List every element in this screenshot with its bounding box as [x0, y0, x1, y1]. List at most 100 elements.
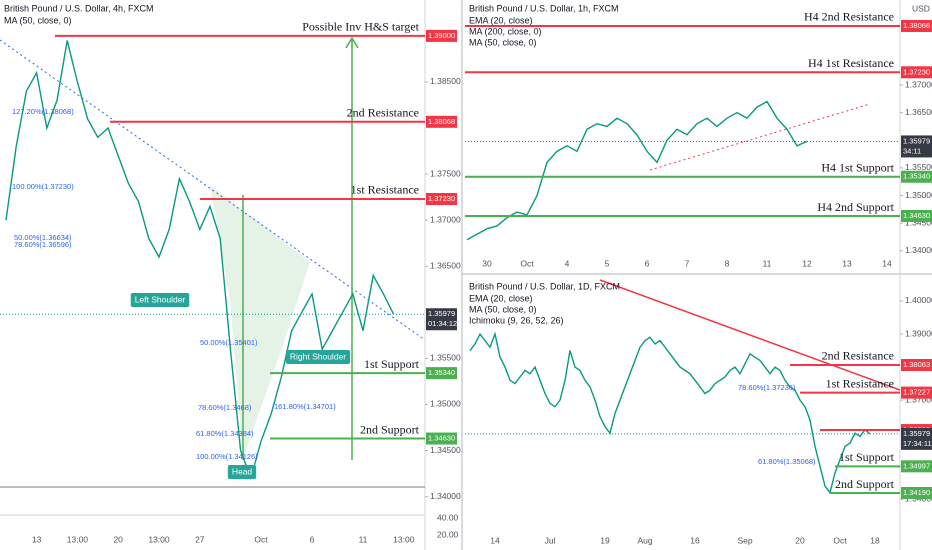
- indicator-legend: MA (50, close, 0): [469, 304, 537, 314]
- y-tick-label: 1.34500: [905, 217, 932, 227]
- price-tag-label: 1.34997: [903, 461, 930, 470]
- x-tick-label: 7: [685, 258, 690, 268]
- level-name: H4 2nd Resistance: [804, 10, 894, 24]
- chart-title: British Pound / U.S. Dollar, 4h, FXCM: [4, 3, 154, 13]
- trend-line: [0, 39, 426, 341]
- x-tick-label: Aug: [637, 535, 652, 545]
- indicator-legend: Ichimoku (9, 26, 52, 26): [469, 315, 564, 325]
- price-line: [469, 331, 871, 495]
- indicator-legend: MA (50, close, 0): [4, 15, 72, 25]
- current-price-label: 1.35979: [428, 309, 455, 318]
- x-tick-label: Oct: [520, 258, 534, 268]
- y-tick-label: 1.36500: [905, 107, 932, 117]
- arrow-head: [345, 36, 359, 49]
- price-tag-label: 1.39000: [428, 31, 455, 40]
- x-tick-label: 11: [763, 258, 772, 268]
- level-name: 1st Support: [839, 450, 895, 464]
- x-tick-label: 12: [802, 258, 812, 268]
- y-tick-label: 1.35500: [430, 353, 461, 363]
- fib-label: 100.00%(1.37230): [12, 182, 74, 191]
- x-tick-label: 30: [482, 258, 492, 268]
- price-tag: [901, 19, 932, 32]
- indicator-legend: EMA (20, close): [469, 15, 533, 25]
- trend-line: [649, 103, 871, 171]
- level-name: H4 1st Resistance: [808, 56, 894, 70]
- x-tick-label: Oct: [254, 534, 268, 544]
- x-tick-label: Oct: [833, 535, 847, 545]
- price-tag-label: 1.34630: [903, 211, 930, 220]
- x-tick-label: 11: [359, 534, 368, 544]
- x-tick-label: 4: [565, 258, 570, 268]
- price-tag-label: 1.38068: [903, 21, 930, 30]
- current-price-tag: [901, 135, 932, 158]
- x-tick-label: 13: [842, 258, 852, 268]
- chart-title: British Pound / U.S. Dollar, 1D, FXCM: [469, 281, 620, 291]
- price-tag-label: 1.37227: [903, 388, 930, 397]
- price-tag: [901, 210, 932, 222]
- price-tag-label: 1.35340: [428, 368, 455, 377]
- x-tick-label: 16: [690, 535, 700, 545]
- level-name: 1st Resistance: [351, 183, 419, 197]
- price-tag: [901, 460, 932, 473]
- trend-line: [599, 279, 901, 391]
- y-tick-label: 1.37000: [905, 79, 932, 89]
- fib-label: 100.00%(1.34126): [196, 452, 258, 461]
- fib-label: 50.00%(1.35401): [200, 338, 258, 347]
- price-tag: [901, 358, 932, 371]
- pattern-label-box: [130, 293, 190, 307]
- indicator-legend: MA (50, close, 0): [469, 37, 537, 47]
- fib-label: 78.60%(1.36596): [14, 240, 72, 249]
- x-tick-label: 6: [310, 534, 315, 544]
- price-tag: [901, 66, 932, 79]
- x-tick-label: 5: [605, 258, 610, 268]
- x-tick-label: 18: [870, 535, 880, 545]
- price-tag-label: 1.34630: [428, 434, 455, 443]
- y-tick-label: 1.40000: [905, 295, 932, 305]
- level-name: Possible Inv H&S target: [302, 20, 419, 34]
- price-tag: [426, 432, 457, 445]
- x-tick-label: Sep: [737, 535, 752, 545]
- indicator-legend: MA (200, close, 0): [469, 26, 542, 36]
- price-tag: [426, 29, 457, 42]
- price-tag: [901, 170, 932, 183]
- y-tick-label: 1.37500: [430, 168, 461, 178]
- x-tick-label: 8: [725, 258, 730, 268]
- current-price-label: 1.35979: [903, 136, 930, 145]
- price-line: [5, 40, 395, 481]
- x-tick-label: 13:00: [393, 534, 415, 544]
- price-tag-label: 1.38068: [428, 117, 455, 126]
- y-tick-label: 1.35000: [905, 190, 932, 200]
- level-name: 1st Support: [364, 357, 420, 371]
- lower-pane-tick: 40.00: [437, 512, 459, 522]
- x-tick-label: 13:00: [148, 534, 170, 544]
- y-tick-label: 1.35000: [430, 399, 461, 409]
- level-name: 2nd Resistance: [347, 106, 419, 120]
- y-tick-label: 1.34000: [430, 491, 461, 501]
- price-tag: [426, 192, 457, 205]
- x-tick-label: 27: [195, 534, 205, 544]
- price-tag-label: 1.37230: [428, 194, 455, 203]
- x-tick-label: 20: [795, 535, 805, 545]
- countdown: 01:34:12: [428, 319, 457, 328]
- currency: USD: [912, 3, 930, 13]
- x-tick-label: 6: [645, 258, 650, 268]
- level-name: 2nd Support: [360, 422, 420, 436]
- price-tag: [426, 115, 457, 128]
- level-name: 2nd Support: [835, 477, 895, 491]
- current-price-tag: [901, 427, 932, 450]
- y-tick-label: 1.36500: [430, 261, 461, 271]
- y-tick-label: 1.35500: [905, 162, 932, 172]
- level-name: 2nd Resistance: [822, 349, 894, 363]
- price-tag-label: 1.37230: [903, 67, 930, 76]
- x-tick-label: 13:00: [67, 534, 89, 544]
- current-price-tag: [426, 308, 457, 331]
- fib-label: 61.80%(1.35068): [758, 457, 816, 466]
- chart-title: British Pound / U.S. Dollar, 1h, FXCM: [469, 3, 619, 13]
- x-tick-label: 20: [113, 534, 123, 544]
- y-tick-label: 1.37000: [430, 214, 461, 224]
- y-tick-label: 1.39000: [905, 328, 932, 338]
- pattern-label: Head: [232, 466, 253, 476]
- x-tick-label: Jul: [545, 535, 556, 545]
